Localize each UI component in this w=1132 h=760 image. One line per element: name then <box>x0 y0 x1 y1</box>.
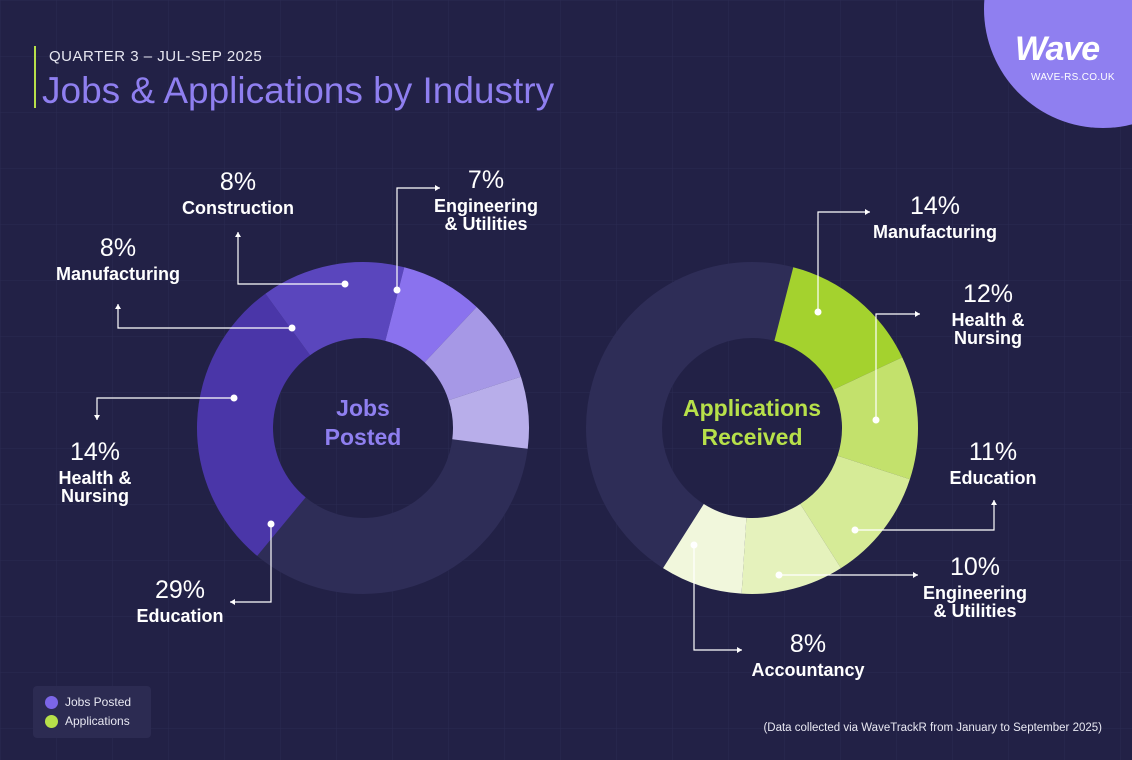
data-source-footnote: (Data collected via WaveTrackR from Janu… <box>763 722 1102 734</box>
jobs-slice-engineering-and-utilities <box>448 376 529 449</box>
jobs-slice-health-and-nursing <box>265 262 405 356</box>
jobs-callout-dot-engineering-and-utilities <box>393 286 401 294</box>
jobs-name-label-manufacturing: Manufacturing <box>56 264 180 284</box>
jobs-callout-dot-education <box>267 520 275 528</box>
jobs-name-label-construction: Construction <box>182 198 294 218</box>
jobs-name-label-education: Education <box>136 606 223 626</box>
jobs-callout-arrow-construction <box>235 232 241 237</box>
legend-swatch-jobs <box>45 695 58 709</box>
applications-name-label-health-and-nursing: Nursing <box>954 328 1022 348</box>
applications-center-label: Applications <box>683 395 821 421</box>
applications-slice-accountancy <box>663 503 747 594</box>
brand-url: WAVE-RS.CO.UK <box>1031 72 1115 83</box>
applications-value-label-accountancy: 8% <box>790 630 826 658</box>
jobs-callout-dot-health-and-nursing <box>230 394 238 402</box>
applications-name-label-manufacturing: Manufacturing <box>873 222 997 242</box>
jobs-center-label: Posted <box>325 424 402 450</box>
jobs-slice-construction <box>424 306 521 401</box>
title-accent-bar <box>34 46 36 108</box>
applications-slice-manufacturing <box>774 267 903 390</box>
jobs-callout-line-construction <box>237 232 345 285</box>
applications-slice-education <box>800 455 910 569</box>
jobs-slice-education <box>196 293 311 556</box>
applications-callout-arrow-education <box>991 500 997 505</box>
page-title: Jobs & Applications by Industry <box>42 70 555 111</box>
applications-callout-line-education <box>855 500 995 531</box>
applications-callout-line-manufacturing <box>817 211 870 312</box>
brand-logo: Wave <box>1015 30 1100 68</box>
jobs-slice-manufacturing <box>385 267 477 363</box>
legend-label-applications: Applications <box>65 714 130 728</box>
jobs-callout-dot-manufacturing <box>288 324 296 332</box>
applications-name-label-engineering-and-utilities: Engineering <box>923 583 1027 603</box>
applications-name-label-accountancy: Accountancy <box>751 660 864 680</box>
jobs-name-label-health-and-nursing: Health & <box>58 468 131 488</box>
jobs-name-label-engineering-and-utilities: Engineering <box>434 196 538 216</box>
jobs-name-label-engineering-and-utilities: & Utilities <box>444 214 527 234</box>
legend-label-jobs: Jobs Posted <box>65 695 132 709</box>
jobs-callout-dot-construction <box>341 280 349 288</box>
applications-callout-line-health-and-nursing <box>875 313 920 420</box>
applications-center-label: Received <box>701 424 802 450</box>
jobs-callout-arrow-education <box>230 599 235 605</box>
legend-swatch-applications <box>45 714 58 728</box>
jobs-value-label-construction: 8% <box>220 168 256 196</box>
applications-callout-dot-health-and-nursing <box>872 416 880 424</box>
applications-value-label-education: 11% <box>969 438 1017 466</box>
jobs-callout-line-engineering-and-utilities <box>396 187 440 290</box>
quarter-eyebrow: QUARTER 3 – JUL-SEP 2025 <box>49 48 263 65</box>
jobs-value-label-education: 29% <box>155 576 205 604</box>
applications-callout-arrow-accountancy <box>737 647 742 653</box>
jobs-name-label-health-and-nursing: Nursing <box>61 486 129 506</box>
applications-callout-dot-accountancy <box>690 541 698 549</box>
applications-name-label-health-and-nursing: Health & <box>951 310 1024 330</box>
jobs-center-label: Jobs <box>336 395 390 421</box>
jobs-callout-line-health-and-nursing <box>96 397 234 420</box>
applications-callout-line-accountancy <box>693 545 742 651</box>
jobs-value-label-health-and-nursing: 14% <box>70 438 120 466</box>
applications-callout-arrow-manufacturing <box>865 209 870 215</box>
applications-name-label-engineering-and-utilities: & Utilities <box>933 601 1016 621</box>
applications-value-label-engineering-and-utilities: 10% <box>950 553 1000 581</box>
jobs-callout-arrow-manufacturing <box>115 304 121 309</box>
applications-callout-dot-engineering-and-utilities <box>775 571 783 579</box>
jobs-callout-arrow-health-and-nursing <box>94 415 100 420</box>
applications-callout-arrow-health-and-nursing <box>915 311 920 317</box>
jobs-value-label-manufacturing: 8% <box>100 234 136 262</box>
applications-value-label-manufacturing: 14% <box>910 192 960 220</box>
applications-callout-arrow-engineering-and-utilities <box>913 572 918 578</box>
applications-callout-dot-education <box>851 526 859 534</box>
applications-value-label-health-and-nursing: 12% <box>963 280 1013 308</box>
legend-item-jobs: Jobs Posted <box>45 695 131 709</box>
applications-callout-dot-manufacturing <box>814 308 822 316</box>
applications-slice-engineering-and-utilities <box>741 503 841 594</box>
jobs-value-label-engineering-and-utilities: 7% <box>468 166 504 194</box>
legend: Jobs Posted Applications <box>33 686 151 738</box>
jobs-callout-line-education <box>230 524 272 603</box>
applications-name-label-education: Education <box>949 468 1036 488</box>
jobs-callout-arrow-engineering-and-utilities <box>435 185 440 191</box>
legend-item-applications: Applications <box>45 714 130 728</box>
jobs-callout-line-manufacturing <box>117 304 292 329</box>
